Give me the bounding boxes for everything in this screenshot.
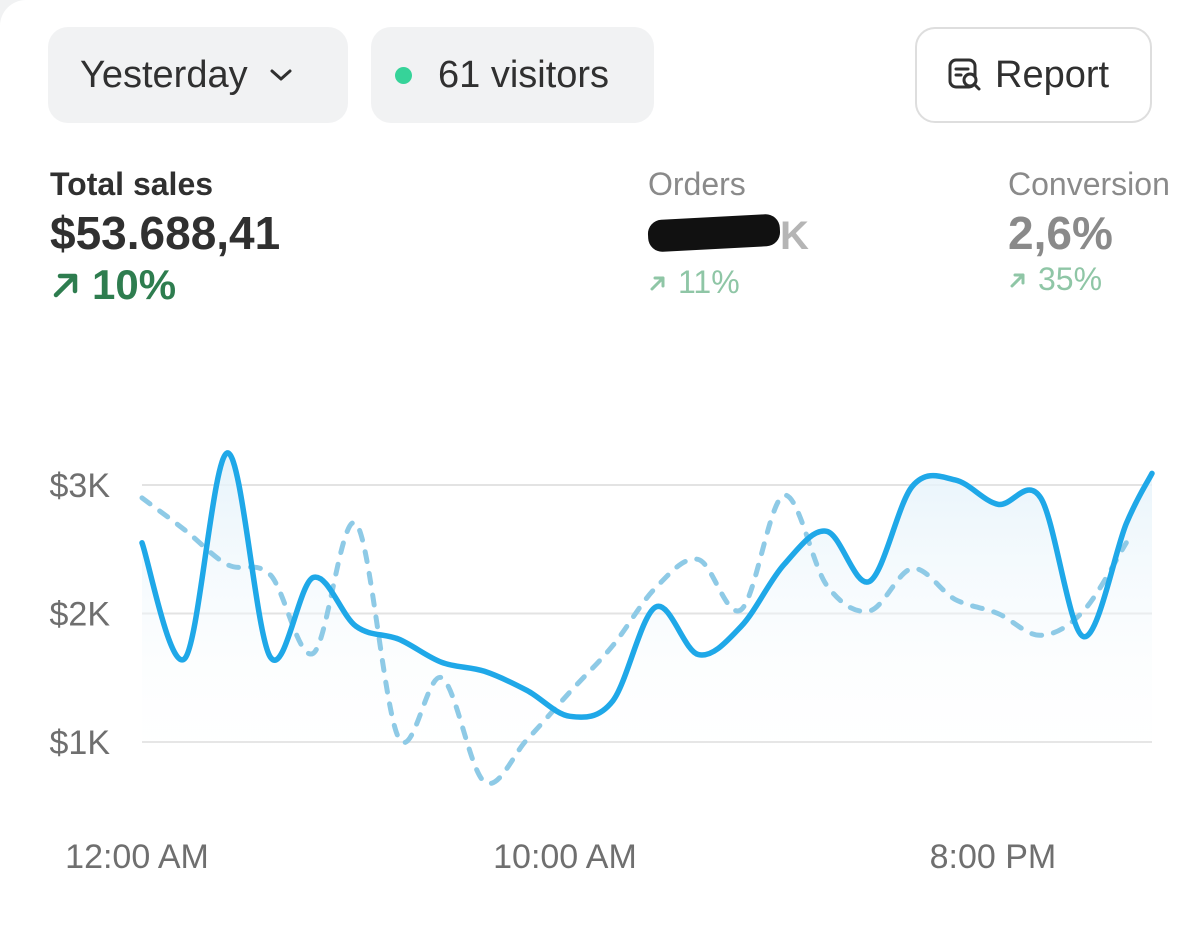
orders-label: Orders — [648, 166, 746, 202]
sales-line-chart: $1K $2K $3K 12:00 AM 10:00 AM 8:00 PM — [50, 450, 1155, 876]
conversion-delta-value: 35% — [1038, 261, 1103, 297]
conversion-metric[interactable]: Conversion 2,6% 35% — [1008, 165, 1170, 298]
y-tick-label: $1K — [50, 724, 111, 762]
total-sales-metric[interactable]: Total sales $53.688,41 10% — [50, 165, 280, 309]
orders-delta-value: 11% — [678, 264, 740, 300]
arrow-up-right-icon — [50, 269, 82, 301]
report-search-icon — [947, 57, 983, 93]
y-tick-label: $2K — [50, 596, 111, 634]
conversion-delta: 35% — [1008, 261, 1170, 298]
report-button[interactable]: Report — [915, 27, 1152, 123]
total-sales-delta-value: 10% — [92, 261, 177, 308]
orders-metric[interactable]: Orders K 11% — [647, 165, 809, 301]
date-filter-label: Yesterday — [80, 53, 248, 96]
series-area-fill — [142, 452, 1152, 782]
date-filter-dropdown[interactable]: Yesterday — [48, 27, 348, 123]
total-sales-value: $53.688,41 — [50, 207, 281, 259]
orders-delta: 11% — [648, 264, 809, 301]
arrow-up-right-icon — [1008, 270, 1028, 290]
x-tick-label: 12:00 AM — [65, 838, 209, 876]
redaction-mark — [647, 213, 781, 253]
conversion-label: Conversion — [1008, 166, 1170, 202]
arrow-up-right-icon — [648, 273, 668, 293]
orders-value: K — [647, 205, 809, 264]
current-series-line — [139, 450, 1155, 720]
comparison-series-line — [139, 492, 1129, 786]
live-status-dot — [395, 66, 412, 84]
chevron-down-icon — [268, 67, 294, 83]
y-tick-label: $3K — [50, 467, 111, 505]
x-tick-label: 10:00 AM — [493, 838, 637, 876]
report-label: Report — [995, 53, 1110, 96]
live-visitors-badge[interactable]: 61 visitors — [371, 27, 654, 123]
total-sales-delta: 10% — [50, 261, 280, 309]
visitors-count: 61 visitors — [438, 53, 610, 96]
x-tick-label: 8:00 PM — [930, 838, 1057, 876]
conversion-value: 2,6% — [1008, 207, 1113, 259]
total-sales-label: Total sales — [50, 166, 214, 202]
